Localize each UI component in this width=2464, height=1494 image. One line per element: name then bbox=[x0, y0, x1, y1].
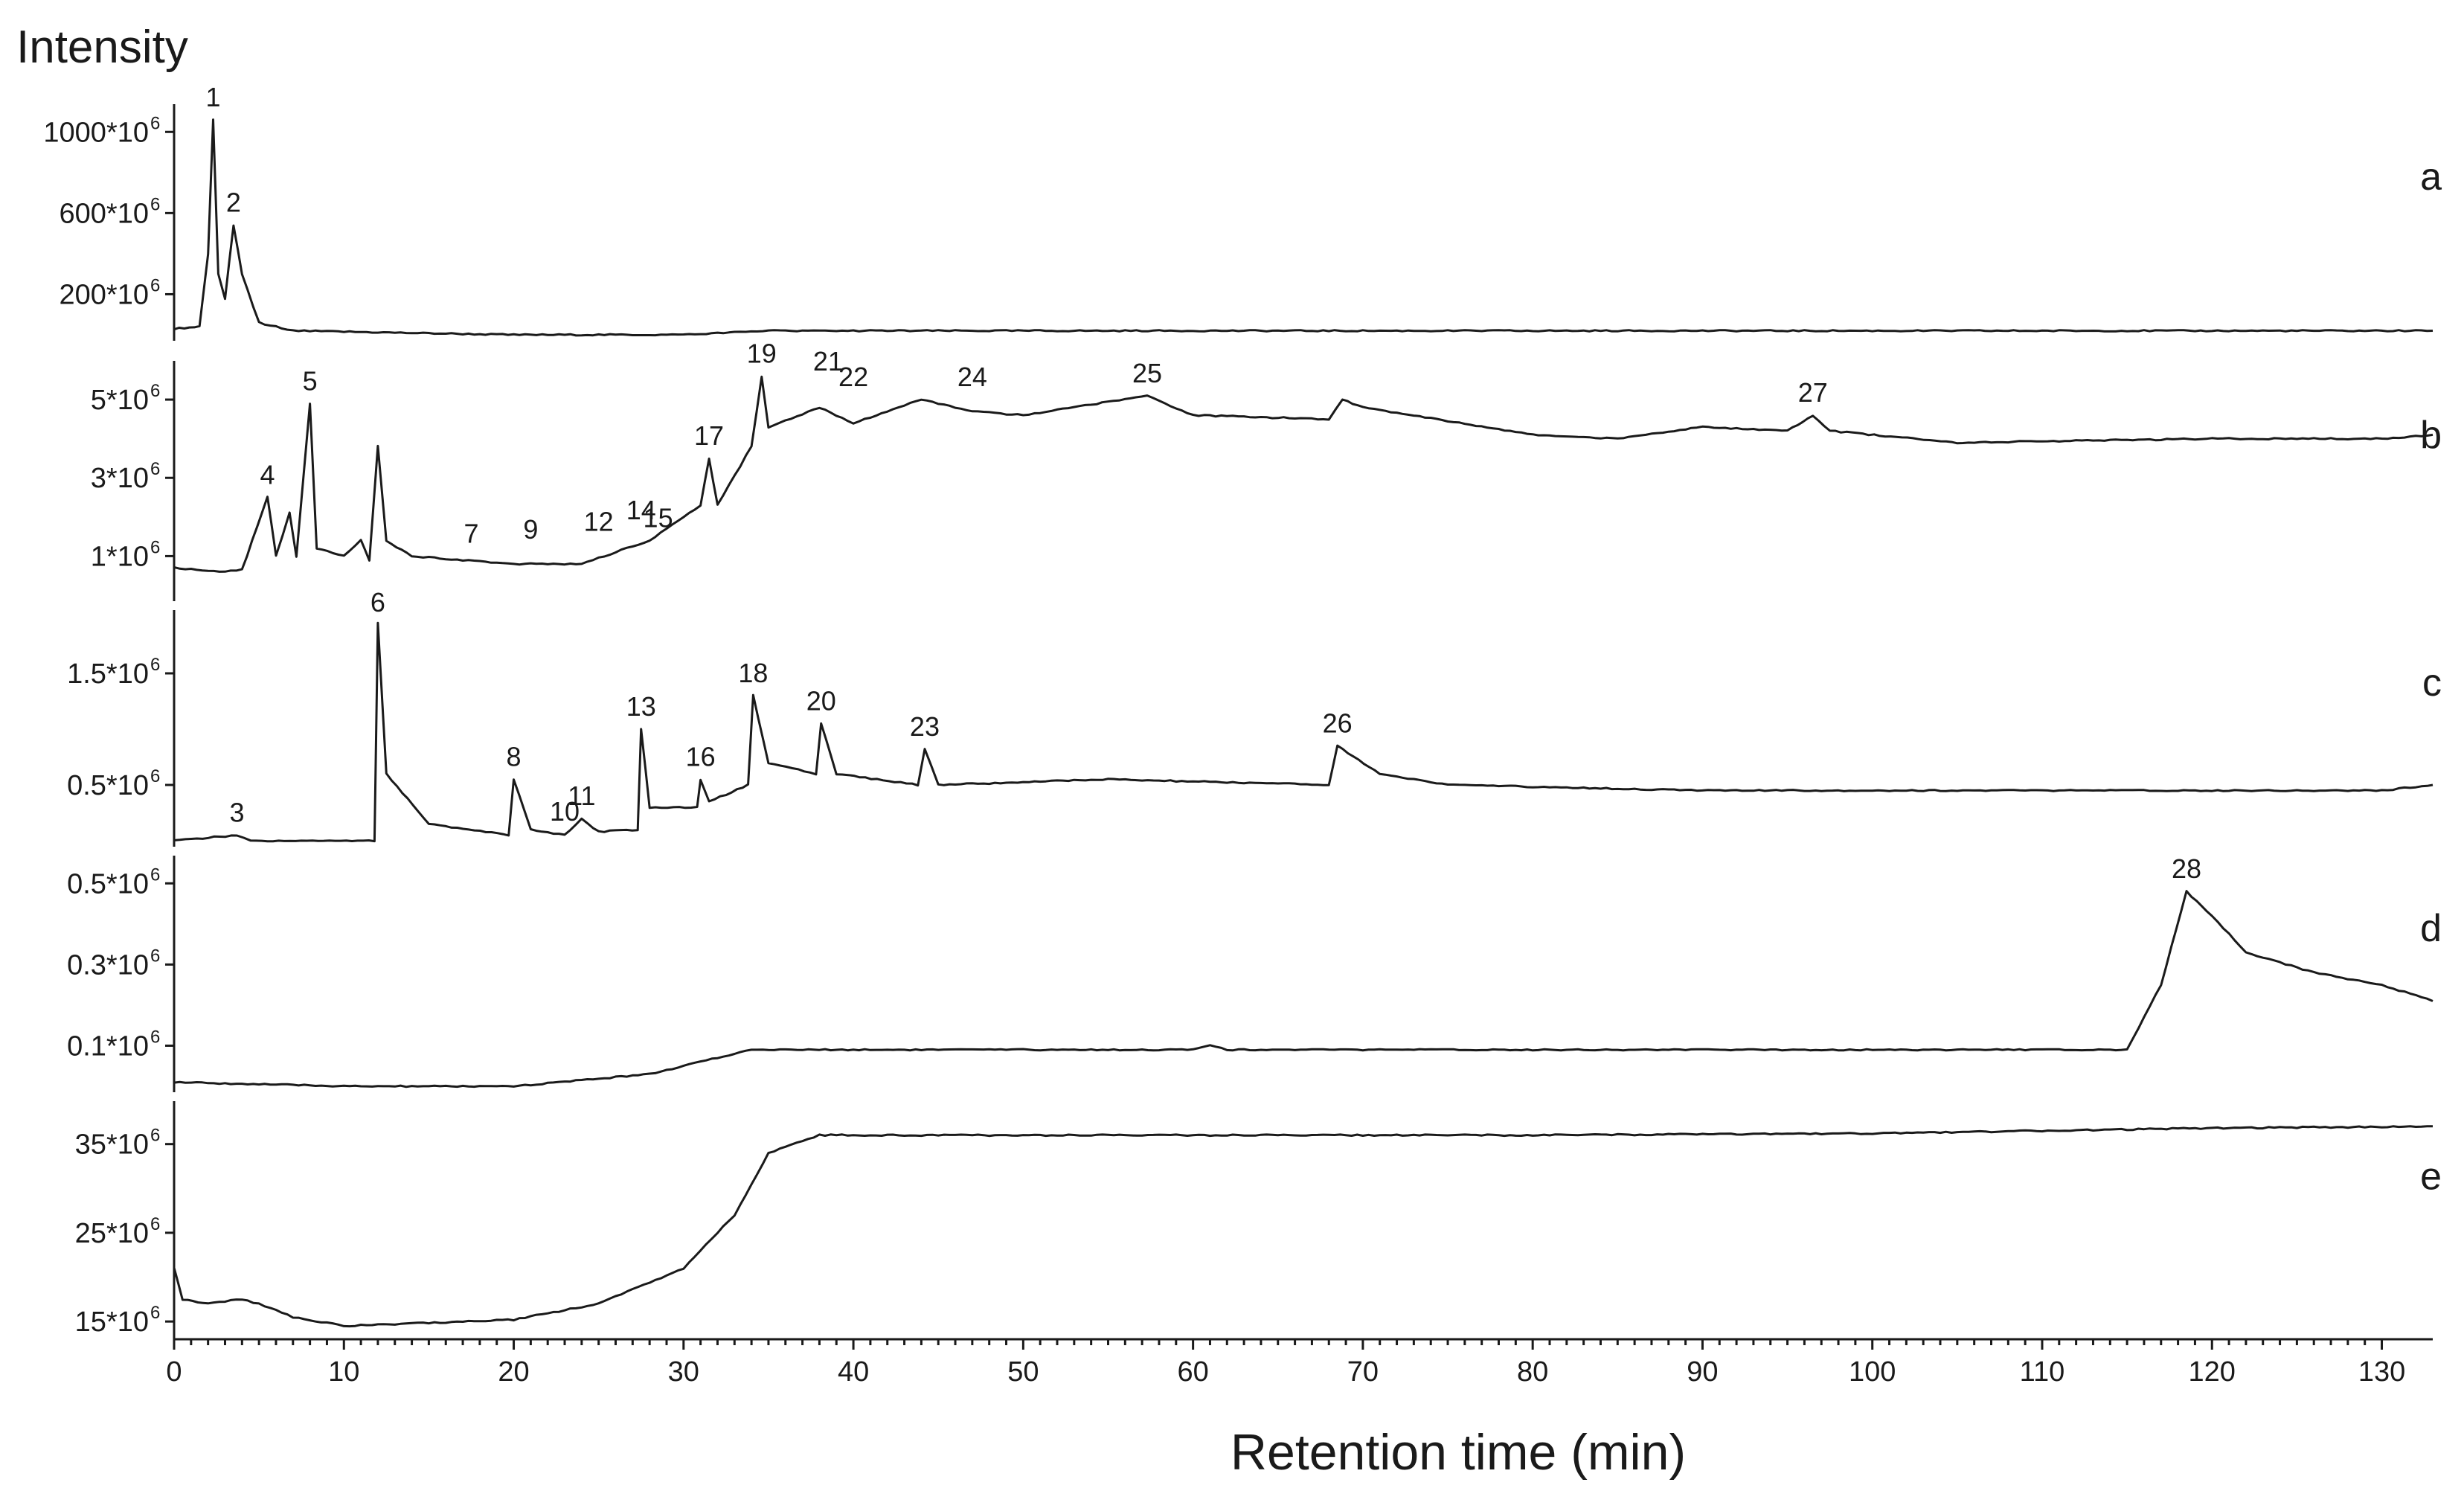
series-line-c bbox=[173, 621, 2433, 843]
peak-label: 14 bbox=[626, 495, 656, 525]
y-tick-exponent: 6 bbox=[150, 1303, 160, 1323]
peak-label: 22 bbox=[838, 362, 868, 392]
x-tick-label: 70 bbox=[1347, 1356, 1379, 1388]
y-tick-label: 0.3*10 bbox=[67, 949, 149, 981]
y-tick-exponent: 6 bbox=[150, 1126, 160, 1146]
x-tick-label: 40 bbox=[838, 1356, 869, 1388]
y-tick-label: 0.1*10 bbox=[67, 1030, 149, 1062]
y-tick-label: 5*10 bbox=[91, 385, 149, 416]
peak-label: 13 bbox=[626, 691, 656, 722]
y-axis-title: Intensity bbox=[16, 22, 188, 73]
x-tick-label: 50 bbox=[1007, 1356, 1039, 1388]
peak-label: 12 bbox=[584, 507, 614, 537]
y-tick-exponent: 6 bbox=[150, 766, 160, 786]
peak-label: 15 bbox=[644, 502, 673, 533]
x-tick-label: 130 bbox=[2358, 1356, 2405, 1388]
y-tick-exponent: 6 bbox=[150, 194, 160, 214]
series-line-e bbox=[173, 1125, 2433, 1328]
x-tick-label: 60 bbox=[1177, 1356, 1208, 1388]
y-tick-exponent: 6 bbox=[150, 275, 160, 295]
series-line-b bbox=[173, 375, 2433, 573]
panel-label-c: c bbox=[2422, 661, 2442, 705]
y-tick-exponent: 6 bbox=[150, 1214, 160, 1234]
y-tick-exponent: 6 bbox=[150, 946, 160, 966]
peak-label: 19 bbox=[747, 339, 777, 369]
panel-label-d: d bbox=[2420, 907, 2442, 950]
y-tick-exponent: 6 bbox=[150, 537, 160, 557]
peak-label: 26 bbox=[1323, 708, 1353, 739]
x-axis: 0 10 20 30 40 50 60 70 80 90 100 110 120 130 bbox=[166, 1338, 2433, 1388]
y-tick-label: 35*10 bbox=[75, 1129, 149, 1161]
y-tick-exponent: 6 bbox=[150, 113, 160, 133]
x-tick-label: 10 bbox=[328, 1356, 359, 1388]
x-axis-title: Retention time (min) bbox=[1231, 1424, 1686, 1481]
series-line-a bbox=[173, 118, 2433, 337]
peak-label: 4 bbox=[260, 460, 275, 490]
panel-label-a: a bbox=[2420, 156, 2442, 199]
y-tick-label: 1000*10 bbox=[43, 117, 149, 148]
peak-label: 24 bbox=[957, 362, 987, 392]
y-tick-label: 200*10 bbox=[60, 279, 149, 310]
peak-label: 21 bbox=[813, 346, 843, 376]
peak-label: 8 bbox=[507, 742, 522, 772]
y-tick-label: 1*10 bbox=[91, 541, 149, 572]
y-tick-exponent: 6 bbox=[150, 459, 160, 479]
y-tick-label: 600*10 bbox=[60, 198, 149, 229]
y-tick-label: 1.5*10 bbox=[67, 658, 149, 690]
x-tick-label: 110 bbox=[2020, 1356, 2065, 1388]
peak-label: 18 bbox=[738, 658, 768, 688]
y-tick-exponent: 6 bbox=[150, 655, 160, 675]
peak-label: 16 bbox=[686, 742, 716, 772]
peak-label: 17 bbox=[694, 420, 724, 451]
panel-e: 35*10 625*10 615*10 6e bbox=[75, 1101, 2442, 1345]
peak-label: 7 bbox=[463, 518, 478, 548]
x-tick-label: 100 bbox=[1849, 1356, 1896, 1388]
panel-label-e: e bbox=[2420, 1155, 2442, 1199]
y-tick-label: 0.5*10 bbox=[67, 770, 149, 801]
peak-label: 9 bbox=[523, 514, 538, 545]
peak-label: 27 bbox=[1798, 377, 1828, 408]
peak-label: 28 bbox=[2172, 853, 2201, 884]
peak-label: 2 bbox=[226, 187, 241, 218]
peak-label: 25 bbox=[1132, 358, 1162, 388]
x-tick-label: 80 bbox=[1517, 1356, 1548, 1388]
y-tick-exponent: 6 bbox=[150, 1027, 160, 1047]
y-tick-exponent: 6 bbox=[150, 865, 160, 885]
peak-label: 5 bbox=[303, 365, 318, 396]
peak-label: 11 bbox=[568, 780, 595, 811]
y-tick-label: 25*10 bbox=[75, 1218, 149, 1249]
x-tick-label: 0 bbox=[166, 1356, 182, 1388]
x-tick-label: 90 bbox=[1687, 1356, 1718, 1388]
peak-label: 10 bbox=[550, 796, 580, 827]
peak-label: 23 bbox=[910, 711, 940, 742]
x-tick-label: 30 bbox=[668, 1356, 699, 1388]
x-tick-label: 120 bbox=[2189, 1356, 2236, 1388]
x-tick-label: 20 bbox=[498, 1356, 529, 1388]
y-tick-label: 15*10 bbox=[75, 1307, 149, 1338]
y-tick-label: 0.5*10 bbox=[67, 868, 149, 900]
series-line-d bbox=[173, 890, 2433, 1089]
peak-label: 3 bbox=[229, 798, 244, 828]
panel-label-b: b bbox=[2420, 414, 2442, 457]
peak-label: 6 bbox=[370, 587, 385, 618]
y-tick-exponent: 6 bbox=[150, 381, 160, 401]
peak-label: 20 bbox=[806, 686, 836, 716]
y-tick-label: 3*10 bbox=[91, 463, 149, 494]
peak-label: 1 bbox=[205, 82, 220, 112]
